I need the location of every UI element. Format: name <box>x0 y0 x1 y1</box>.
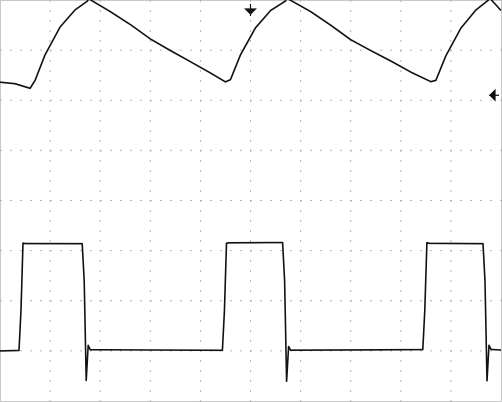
traces <box>0 0 502 382</box>
trace-2 <box>0 241 502 382</box>
trigger-marker <box>244 4 257 16</box>
trace-1 <box>0 0 502 90</box>
markers <box>244 4 499 102</box>
level-marker <box>489 88 499 102</box>
